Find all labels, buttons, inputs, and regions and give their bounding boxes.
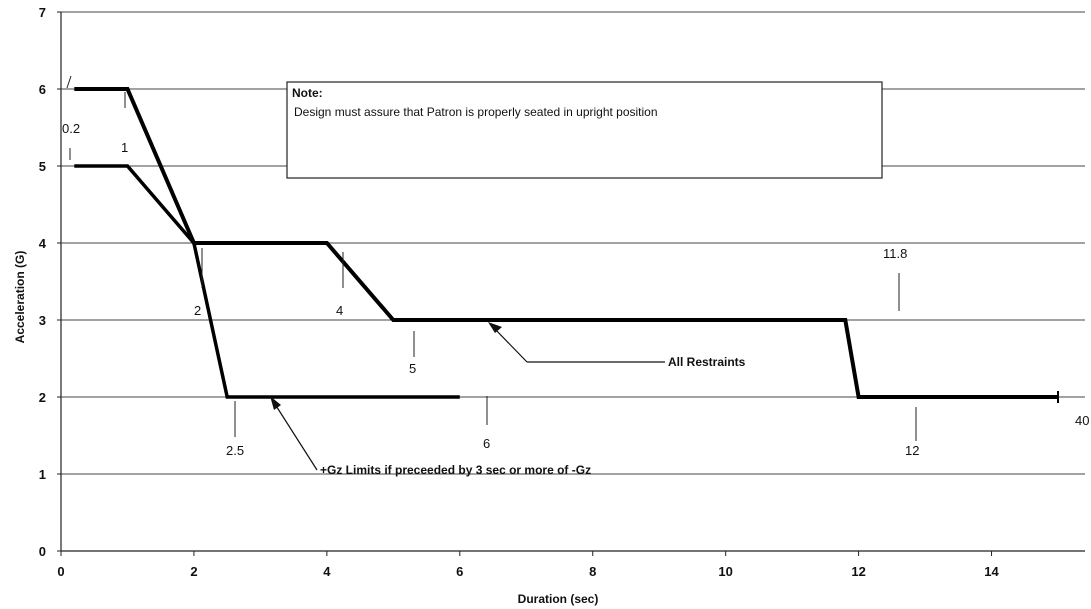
point-label: 40	[1075, 413, 1089, 428]
y-tick-label: 7	[39, 5, 46, 20]
x-tick-label: 10	[718, 564, 732, 579]
note-title: Note:	[292, 86, 323, 100]
x-tick-label: 4	[323, 564, 331, 579]
y-tick-label: 4	[39, 236, 47, 251]
arrowhead-gz-limits	[270, 396, 281, 410]
note-box: Note: Design must assure that Patron is …	[286, 81, 883, 179]
point-label: 12	[905, 443, 919, 458]
point-label: 5	[409, 361, 416, 376]
x-tick-label: 8	[589, 564, 596, 579]
y-tick-label: 5	[39, 159, 46, 174]
series-line-1	[74, 87, 1058, 399]
x-tick-label: 2	[190, 564, 197, 579]
point-label: 6	[483, 436, 490, 451]
callouts: All Restraints +Gz Limits if preceeded b…	[270, 322, 746, 477]
note-text: Design must assure that Patron is proper…	[294, 105, 658, 119]
y-tick-label: 2	[39, 390, 46, 405]
annotation-markers	[66, 75, 917, 441]
x-tick-label: 14	[984, 564, 999, 579]
point-label: 11.8	[883, 246, 907, 261]
series-lines	[74, 87, 1059, 403]
callout-gz-limits: +Gz Limits if preceeded by 3 sec or more…	[320, 463, 591, 477]
callout-arrow-all-restraints	[492, 326, 528, 363]
series-line-2	[74, 164, 460, 399]
y-tick-label: 3	[39, 313, 46, 328]
callout-all-restraints: All Restraints	[668, 355, 746, 369]
x-tick-label: 0	[57, 564, 64, 579]
point-label: 4	[336, 303, 343, 318]
y-tick-label: 0	[39, 544, 46, 559]
point-label: 1	[121, 140, 128, 155]
arrowhead-all-restraints	[488, 322, 502, 333]
y-axis-title: Acceleration (G)	[13, 251, 27, 344]
callout-arrow-gz-limits	[272, 400, 318, 471]
y-tick-label: 1	[39, 467, 46, 482]
x-tick-label: 6	[456, 564, 463, 579]
y-tick-label: 6	[39, 82, 46, 97]
point-label: 0.2	[62, 121, 80, 136]
point-marker	[66, 75, 72, 89]
point-label: 2	[194, 303, 201, 318]
x-tick-label: 12	[851, 564, 865, 579]
x-axis-title: Duration (sec)	[518, 592, 599, 606]
point-label: 2.5	[226, 443, 244, 458]
axes	[57, 11, 1085, 556]
